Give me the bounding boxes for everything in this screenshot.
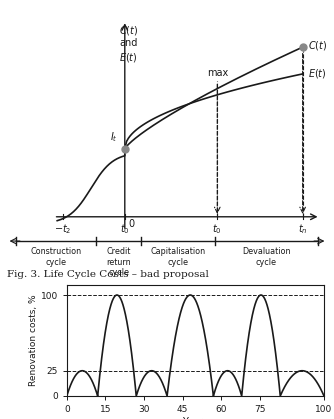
X-axis label: Years: Years [182, 417, 208, 419]
Text: $E(t)$: $E(t)$ [120, 51, 138, 64]
Text: $I_t$: $I_t$ [110, 130, 118, 144]
Text: Credit
return
cycle: Credit return cycle [107, 248, 131, 277]
Text: $t_n$: $t_n$ [298, 222, 308, 236]
Y-axis label: Renovation costs, %: Renovation costs, % [29, 295, 38, 386]
Text: Devaluation
cycle: Devaluation cycle [242, 248, 291, 267]
Text: $-t_2$: $-t_2$ [54, 222, 71, 236]
Text: Fig. 3. Life Cycle Costs – bad proposal: Fig. 3. Life Cycle Costs – bad proposal [7, 270, 208, 279]
Text: and: and [120, 38, 138, 48]
Text: Construction
cycle: Construction cycle [31, 248, 82, 267]
Text: $t_0$: $t_0$ [212, 222, 222, 236]
Text: 0: 0 [128, 219, 135, 229]
Text: Capitalisation
cycle: Capitalisation cycle [151, 248, 206, 267]
Text: $t_0$: $t_0$ [120, 222, 130, 236]
Text: $C(t)$: $C(t)$ [308, 39, 327, 52]
Text: $E(t)$: $E(t)$ [308, 67, 327, 80]
Text: $C(t)$: $C(t)$ [120, 24, 139, 37]
Text: max: max [207, 68, 228, 78]
